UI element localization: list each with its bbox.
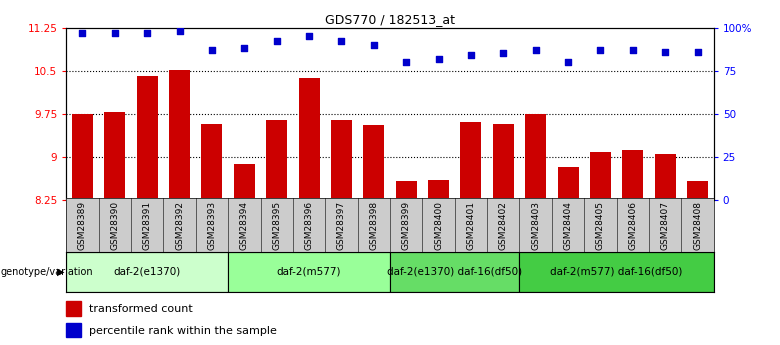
Bar [66,323,81,337]
Text: GSM28390: GSM28390 [110,201,119,250]
Point [76,30,89,36]
Point [141,30,154,36]
Text: GSM28389: GSM28389 [78,201,87,250]
Text: GSM28394: GSM28394 [239,201,249,250]
Text: GSM28399: GSM28399 [402,201,411,250]
Text: GSM28400: GSM28400 [434,201,443,250]
Bar [654,154,675,200]
Point [626,47,639,53]
Text: daf-2(e1370): daf-2(e1370) [114,267,181,277]
Bar [558,167,579,200]
Text: GSM28405: GSM28405 [596,201,605,250]
Bar [234,164,255,200]
Text: GSM28397: GSM28397 [337,201,346,250]
Point [108,30,121,36]
Bar [622,150,644,200]
Bar [169,70,190,200]
Text: daf-2(m577) daf-16(df50): daf-2(m577) daf-16(df50) [551,267,682,277]
Text: GSM28402: GSM28402 [498,201,508,250]
Text: daf-2(e1370) daf-16(df50): daf-2(e1370) daf-16(df50) [387,267,523,277]
Text: GSM28406: GSM28406 [628,201,637,250]
Text: GSM28395: GSM28395 [272,201,282,250]
Point [206,47,218,53]
Bar [460,122,481,200]
Point [173,28,186,34]
Bar [72,114,93,200]
Point [238,46,250,51]
Text: daf-2(m577): daf-2(m577) [277,267,342,277]
Bar [331,120,352,200]
Text: percentile rank within the sample: percentile rank within the sample [89,326,277,336]
Bar [390,252,519,292]
Bar [66,252,229,292]
Bar [299,78,320,200]
Point [691,49,704,55]
Point [465,52,477,58]
Bar [525,114,546,200]
Text: GSM28401: GSM28401 [466,201,476,250]
Point [271,39,283,44]
Title: GDS770 / 182513_at: GDS770 / 182513_at [325,13,455,27]
Bar [687,181,708,200]
Text: ▶: ▶ [57,267,65,277]
Text: genotype/variation: genotype/variation [1,267,94,277]
Text: GSM28393: GSM28393 [207,201,217,250]
Point [659,49,672,55]
Text: GSM28403: GSM28403 [531,201,541,250]
Bar [201,124,222,200]
Bar [493,124,514,200]
Text: GSM28398: GSM28398 [369,201,378,250]
Bar [136,77,158,200]
Text: GSM28391: GSM28391 [143,201,152,250]
Text: GSM28408: GSM28408 [693,201,702,250]
Point [335,39,348,44]
Bar [428,180,449,200]
Point [562,59,574,65]
Point [400,59,413,65]
Text: transformed count: transformed count [89,304,193,314]
Point [497,51,509,56]
Bar [266,120,287,200]
Text: GSM28392: GSM28392 [175,201,184,250]
Point [367,42,380,48]
Point [303,33,315,39]
Point [594,47,607,53]
Bar [519,252,714,292]
Bar [66,301,81,316]
Bar [229,252,390,292]
Point [432,56,445,61]
Text: GSM28396: GSM28396 [304,201,314,250]
Bar [395,181,417,200]
Bar [363,125,385,200]
Bar [105,112,126,200]
Text: GSM28407: GSM28407 [661,201,670,250]
Bar [590,152,611,200]
Text: GSM28404: GSM28404 [563,201,573,250]
Point [530,47,542,53]
